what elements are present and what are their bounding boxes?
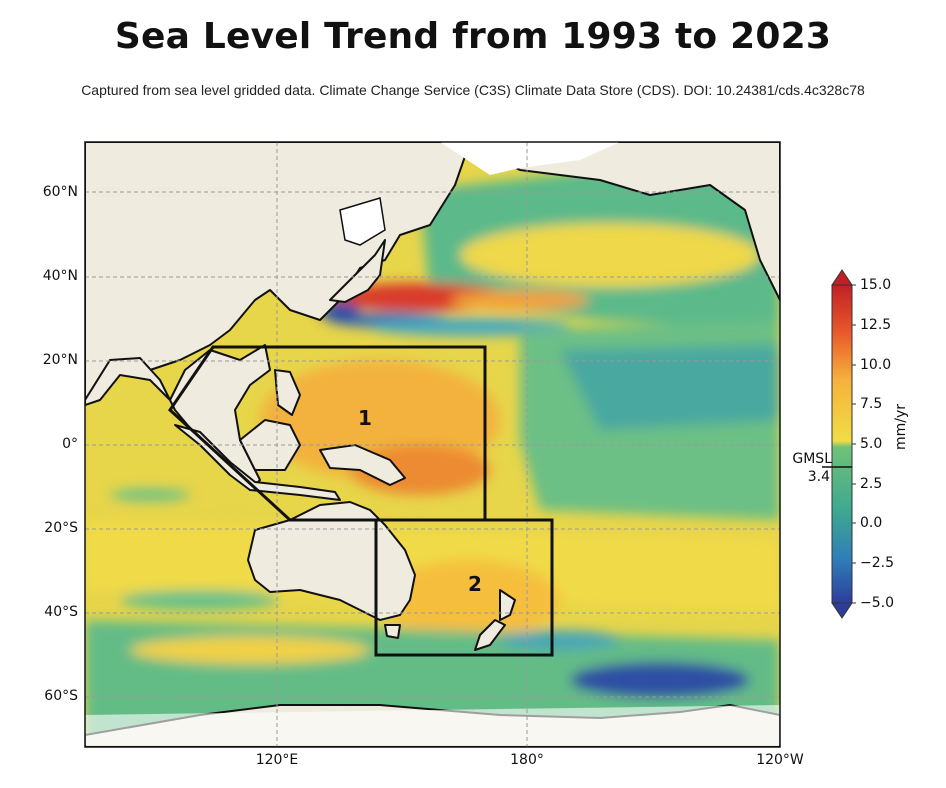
lat-label-20n: 20°N	[42, 352, 78, 368]
colorbar-tick: 5.0	[860, 436, 883, 452]
lat-label-60s: 60°S	[44, 688, 78, 704]
graticule	[85, 142, 780, 747]
gmsl-label: GMSL	[792, 451, 832, 467]
colorbar-tick: 12.5	[860, 317, 892, 333]
colorbar-tick: 15.0	[860, 277, 892, 293]
map-subtitle: Captured from sea level gridded data. Cl…	[81, 82, 865, 98]
region-label-1: 1	[358, 406, 372, 430]
map-title: Sea Level Trend from 1993 to 2023	[114, 16, 832, 57]
lon-label-120w: 120°W	[756, 752, 804, 768]
lon-label-120e: 120°E	[255, 752, 299, 768]
lon-label-180: 180°	[510, 752, 544, 768]
map-frame	[84, 141, 781, 748]
colorbar-tick: 7.5	[860, 396, 883, 412]
lat-label-40s: 40°S	[44, 604, 78, 620]
colorbar-tick: 0.0	[860, 515, 883, 531]
region-2-box	[374, 518, 554, 657]
colorbar-tick: 10.0	[860, 357, 892, 373]
lat-label-60n: 60°N	[42, 184, 78, 200]
colorbar-tick: −5.0	[860, 595, 894, 611]
colorbar-unit: mm/yr	[893, 403, 909, 450]
lat-label-0: 0°	[62, 436, 78, 452]
region-label-2: 2	[468, 572, 482, 596]
gmsl-value: 3.4	[807, 469, 830, 485]
lat-label-40n: 40°N	[42, 268, 78, 284]
lat-label-20s: 20°S	[44, 520, 78, 536]
region-boxes	[168, 345, 554, 657]
colorbar-tick: −2.5	[860, 555, 894, 571]
colorbar	[822, 269, 856, 619]
colorbar-tick: 2.5	[860, 476, 883, 492]
